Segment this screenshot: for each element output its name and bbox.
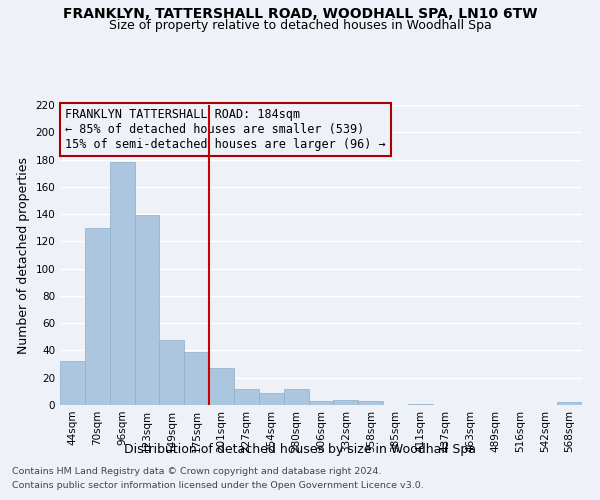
Text: FRANKLYN TATTERSHALL ROAD: 184sqm
← 85% of detached houses are smaller (539)
15%: FRANKLYN TATTERSHALL ROAD: 184sqm ← 85% …	[65, 108, 386, 151]
Bar	[160, 340, 184, 405]
Text: Distribution of detached houses by size in Woodhall Spa: Distribution of detached houses by size …	[124, 442, 476, 456]
Bar	[334, 400, 358, 405]
Bar	[284, 388, 308, 405]
Bar	[110, 162, 134, 405]
Bar	[259, 392, 284, 405]
Bar	[358, 401, 383, 405]
Y-axis label: Number of detached properties: Number of detached properties	[17, 156, 30, 354]
Bar	[209, 368, 234, 405]
Text: FRANKLYN, TATTERSHALL ROAD, WOODHALL SPA, LN10 6TW: FRANKLYN, TATTERSHALL ROAD, WOODHALL SPA…	[63, 8, 537, 22]
Text: Size of property relative to detached houses in Woodhall Spa: Size of property relative to detached ho…	[109, 18, 491, 32]
Bar	[184, 352, 209, 405]
Bar	[557, 402, 582, 405]
Bar	[134, 216, 160, 405]
Text: Contains HM Land Registry data © Crown copyright and database right 2024.: Contains HM Land Registry data © Crown c…	[12, 467, 382, 476]
Bar	[85, 228, 110, 405]
Bar	[408, 404, 433, 405]
Bar	[60, 362, 85, 405]
Text: Contains public sector information licensed under the Open Government Licence v3: Contains public sector information licen…	[12, 481, 424, 490]
Bar	[308, 401, 334, 405]
Bar	[234, 388, 259, 405]
